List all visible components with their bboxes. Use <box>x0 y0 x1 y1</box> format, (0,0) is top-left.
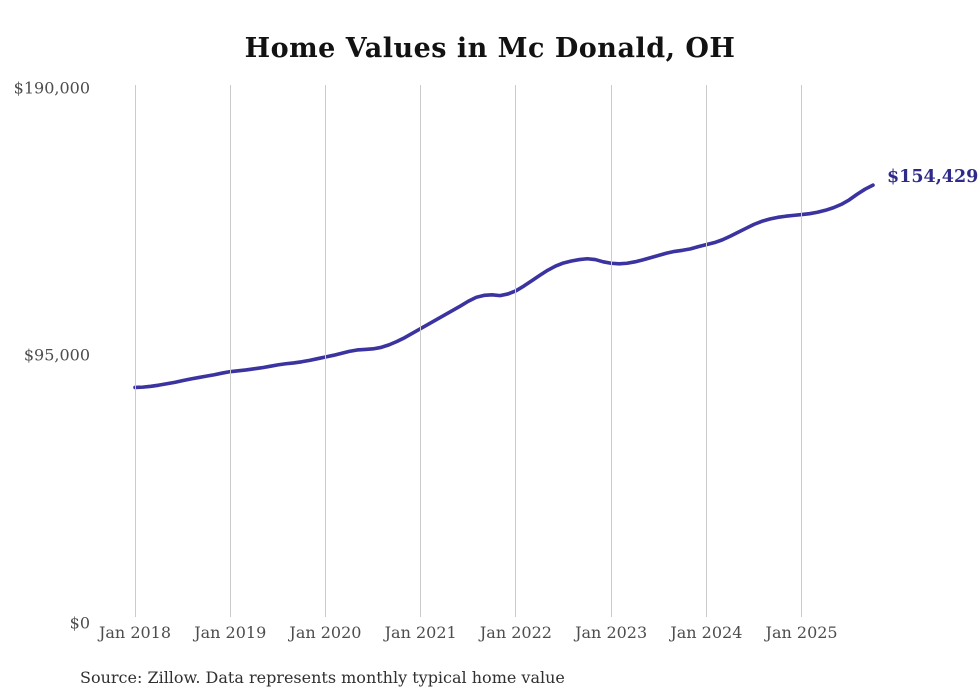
x-axis-label: Jan 2023 <box>575 623 648 642</box>
x-axis-label: Jan 2018 <box>98 623 172 642</box>
source-note: Source: Zillow. Data represents monthly … <box>80 668 565 687</box>
year-gridline <box>229 85 231 617</box>
x-axis-label: Jan 2021 <box>384 623 457 642</box>
y-axis-label: $95,000 <box>23 345 90 365</box>
year-gridline <box>705 85 707 617</box>
x-axis-label: Jan 2020 <box>289 623 362 642</box>
latest-value-label: $154,429 <box>887 167 979 188</box>
year-gridline <box>324 85 326 617</box>
chart-title: Home Values in Mc Donald, OH <box>244 33 736 64</box>
year-gridline <box>420 85 422 617</box>
year-gridline <box>610 85 612 617</box>
year-gridline <box>134 85 136 617</box>
y-axis-label: $190,000 <box>13 78 90 97</box>
home-value-line <box>133 183 875 390</box>
year-gridline <box>801 85 803 617</box>
x-axis-label: Jan 2019 <box>194 623 267 642</box>
year-gridline <box>515 85 517 617</box>
x-axis-label: Jan 2022 <box>479 623 552 642</box>
y-axis-label: $0 <box>69 613 90 632</box>
x-axis-label: Jan 2024 <box>670 623 743 642</box>
x-axis-label: Jan 2025 <box>765 623 838 642</box>
